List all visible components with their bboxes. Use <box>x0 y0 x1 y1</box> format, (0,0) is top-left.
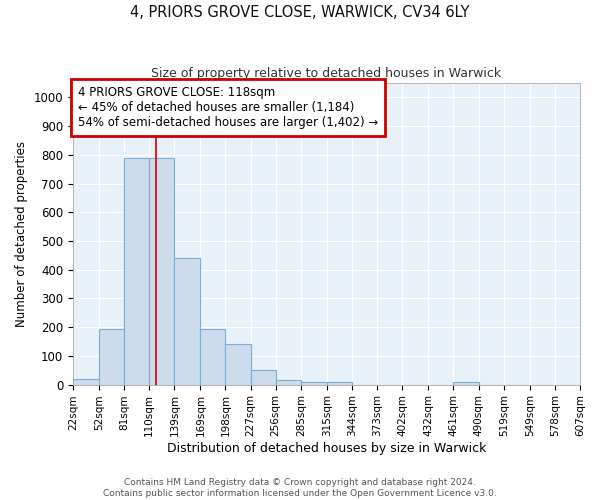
Bar <box>73 379 99 384</box>
Bar <box>200 328 226 384</box>
Title: Size of property relative to detached houses in Warwick: Size of property relative to detached ho… <box>151 68 502 80</box>
Text: Contains HM Land Registry data © Crown copyright and database right 2024.
Contai: Contains HM Land Registry data © Crown c… <box>103 478 497 498</box>
Bar <box>226 344 251 385</box>
Bar <box>276 380 301 384</box>
Bar <box>454 382 479 384</box>
Bar <box>175 258 200 384</box>
Bar <box>99 328 124 384</box>
Bar <box>251 370 276 384</box>
Bar <box>124 158 149 384</box>
X-axis label: Distribution of detached houses by size in Warwick: Distribution of detached houses by size … <box>167 442 486 455</box>
Bar <box>149 158 175 384</box>
Y-axis label: Number of detached properties: Number of detached properties <box>15 141 28 327</box>
Text: 4 PRIORS GROVE CLOSE: 118sqm
← 45% of detached houses are smaller (1,184)
54% of: 4 PRIORS GROVE CLOSE: 118sqm ← 45% of de… <box>78 86 378 129</box>
Bar <box>327 382 352 384</box>
Bar <box>301 382 327 384</box>
Text: 4, PRIORS GROVE CLOSE, WARWICK, CV34 6LY: 4, PRIORS GROVE CLOSE, WARWICK, CV34 6LY <box>130 5 470 20</box>
